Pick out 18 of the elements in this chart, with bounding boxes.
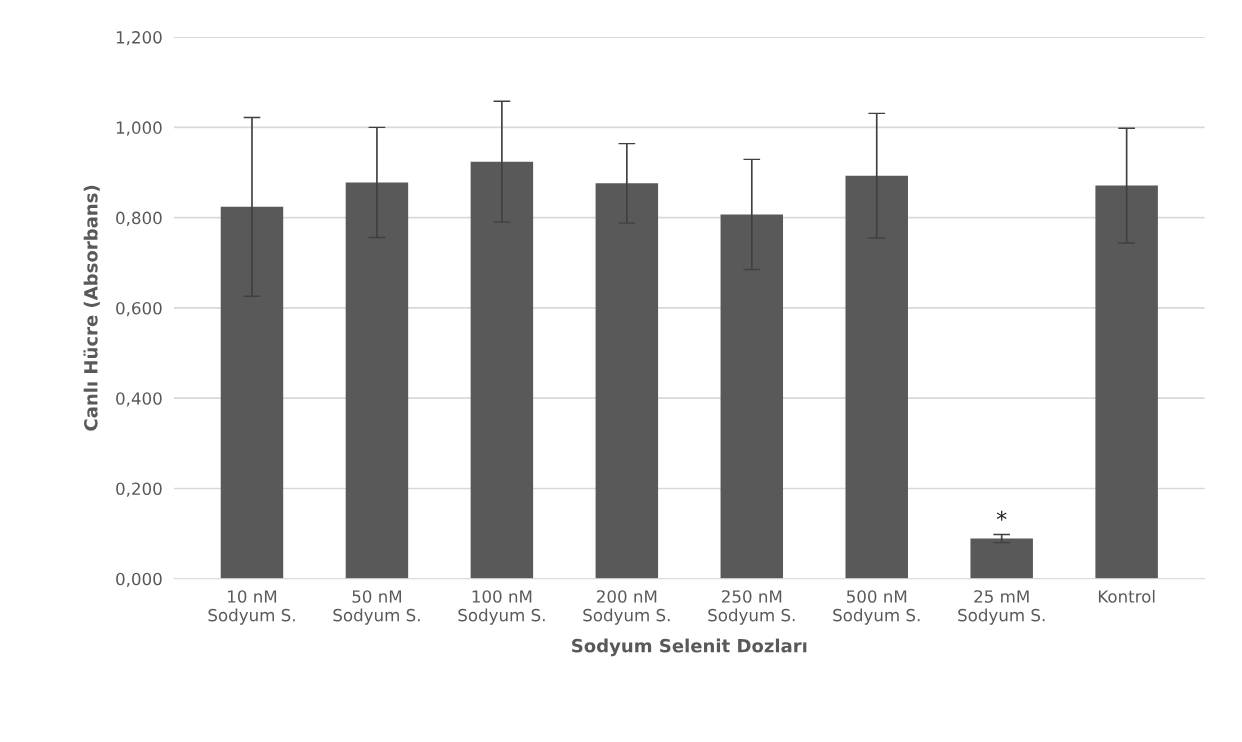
x-axis-title: Sodyum Selenit Dozları [572,638,807,657]
x-tick-label: 50 nM Sodyum S. [333,590,420,625]
y-tick-label: 0,800 [116,211,162,226]
y-tick-label: 0,000 [116,572,162,588]
x-tick-label: 250 nM Sodyum S. [708,590,795,625]
x-tick-label: 500 nM Sodyum S. [833,590,920,625]
y-tick-label: 1,200 [116,31,162,46]
x-tick-label: Kontrol [1098,589,1155,603]
y-axis-title: Canlı Hücre (Absorbans) [83,185,100,431]
annotation: * [996,510,1007,521]
y-tick-label: 1,000 [116,121,162,136]
y-tick-label: 0,600 [116,301,162,317]
y-tick-label: 0,400 [116,392,162,407]
x-tick-label: 10 nM Sodyum S. [208,590,295,625]
x-tick-label: 25 mM Sodyum S. [958,590,1045,625]
x-tick-label: 200 nM Sodyum S. [583,590,670,625]
y-tick-label: 0,200 [116,482,162,497]
x-tick-label: 100 nM Sodyum S. [458,590,545,625]
